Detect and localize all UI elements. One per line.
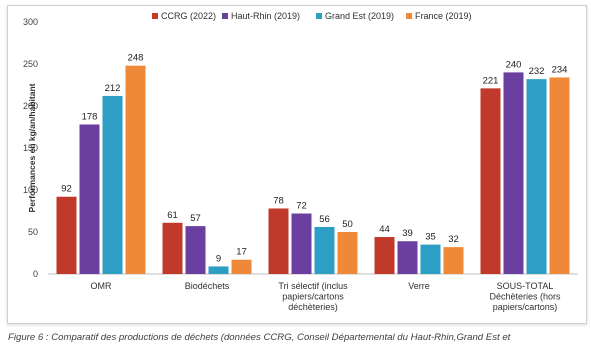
x-tick-label: papiers/cartons) (493, 302, 558, 312)
legend-swatch (406, 13, 412, 19)
data-label: 35 (425, 232, 436, 243)
data-label: 39 (402, 228, 413, 239)
bar (268, 208, 289, 274)
y-tick-label: 50 (28, 227, 38, 237)
x-tick-label: Tri sélectif (inclus (278, 281, 348, 291)
bar (526, 79, 547, 275)
bar (56, 196, 77, 274)
data-label: 17 (236, 247, 247, 258)
x-tick-label: OMR (91, 281, 112, 291)
legend-swatch (152, 13, 158, 19)
bar (291, 213, 312, 274)
x-tick-label: papiers/cartons (282, 292, 344, 302)
legend-swatch (222, 13, 228, 19)
bar (208, 266, 229, 274)
data-label: 221 (483, 75, 499, 86)
bar (337, 232, 358, 274)
chart-container: 0 50 100 150 200 250 300 Performances en kg/an/… (7, 5, 587, 324)
data-label: 32 (448, 234, 459, 245)
bar (231, 259, 252, 274)
data-label: 57 (190, 213, 201, 224)
x-tick-label: SOUS-TOTAL (497, 281, 554, 291)
bar (162, 222, 183, 274)
bar (374, 237, 395, 274)
x-tick-label: Verre (408, 281, 430, 291)
legend-label: CCRG (2022) (161, 11, 216, 21)
y-tick-label: 150 (23, 143, 38, 153)
y-tick-label: 200 (23, 101, 38, 111)
bar (549, 77, 570, 274)
legend-swatch (316, 13, 322, 19)
legend-label: Haut-Rhin (2019) (231, 11, 300, 21)
y-axis-title: Performances en kg/an/habitant (27, 83, 37, 212)
bar (125, 65, 146, 275)
legend-label: France (2019) (415, 11, 472, 21)
data-label: 44 (379, 224, 390, 235)
data-label: 212 (105, 83, 121, 94)
data-label: 240 (506, 59, 522, 70)
data-label: 178 (82, 111, 98, 122)
y-tick-label: 300 (23, 17, 38, 27)
y-tick-label: 250 (23, 59, 38, 69)
data-label: 234 (552, 64, 568, 75)
bar (397, 241, 418, 274)
data-label: 9 (216, 253, 221, 264)
data-label: 78 (273, 195, 284, 206)
data-label: 56 (319, 214, 330, 225)
figure-caption: Figure 6 : Comparatif des productions de… (8, 332, 511, 343)
data-label: 61 (167, 210, 178, 221)
y-tick-label: 0 (33, 269, 38, 279)
bar (79, 124, 100, 274)
data-label: 232 (529, 66, 545, 77)
y-tick-label: 100 (23, 185, 38, 195)
x-tick-label: Déchèteries (hors (489, 292, 561, 302)
legend-label: Grand Est (2019) (325, 11, 394, 21)
x-tick-label: Biodéchets (185, 281, 230, 291)
bar-chart: 0 50 100 150 200 250 300 Performances en kg/an/… (23, 11, 578, 312)
bar (420, 244, 441, 274)
bar (102, 95, 123, 274)
bar (503, 72, 524, 275)
x-tick-label: déchèteries) (288, 302, 338, 312)
bar (480, 88, 501, 274)
data-label: 50 (342, 219, 353, 230)
data-label: 72 (296, 201, 307, 212)
data-label: 248 (128, 53, 144, 64)
bar (185, 226, 206, 274)
bar (314, 226, 335, 274)
bar (443, 247, 464, 274)
data-label: 92 (61, 184, 72, 195)
